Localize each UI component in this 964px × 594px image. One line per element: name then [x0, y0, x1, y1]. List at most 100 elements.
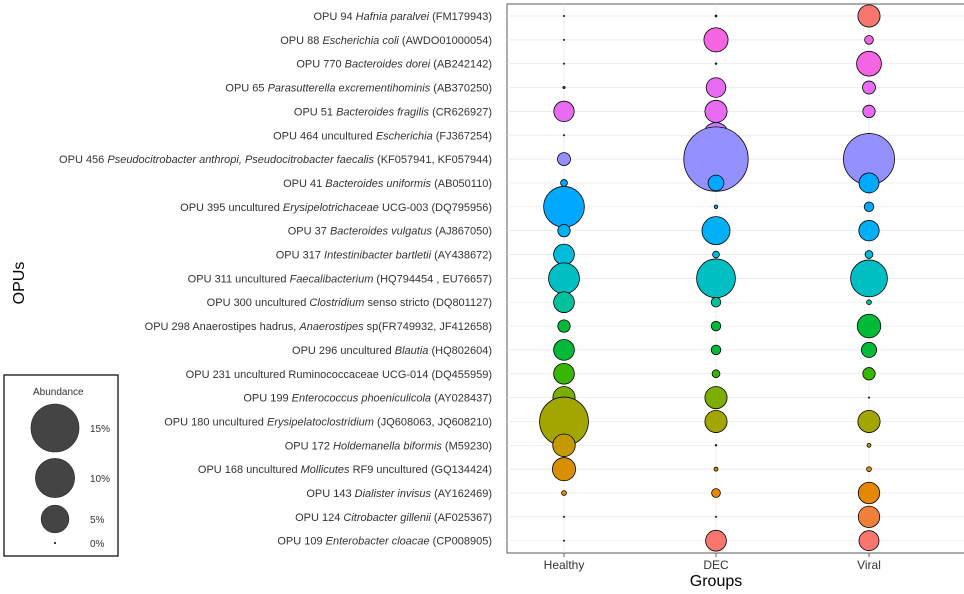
- y-tick-label: OPU 143 Dialister invisus (AY162469): [306, 488, 492, 500]
- y-tick-label: OPU 311 uncultured Faecalibacterium (HQ7…: [188, 273, 492, 285]
- legend-bubble: [30, 403, 80, 453]
- bubble: [711, 488, 721, 498]
- y-tick-label: OPU 168 uncultured Mollicutes RF9 uncult…: [198, 464, 492, 476]
- y-tick-label: OPU 37 Bacteroides vulgatus (AJ867050): [288, 226, 492, 238]
- legend-label: 0%: [90, 539, 105, 550]
- y-tick-label: OPU 199 Enterococcus phoeniculicola (AY0…: [243, 393, 492, 405]
- bubble: [562, 62, 566, 65]
- bubble: [548, 262, 580, 295]
- bubble: [705, 77, 727, 98]
- x-tick-label: Viral: [857, 558, 881, 572]
- y-tick-label: OPU 109 Enterobacter cloacae (CP008905): [277, 536, 492, 548]
- bubble: [704, 409, 728, 433]
- y-tick-labels: OPU 94 Hafnia paralvei (FM179943) OPU 88 …: [59, 11, 492, 548]
- bubble: [553, 291, 575, 313]
- legend: Abundance 15% 10% 5% 0%: [3, 374, 119, 557]
- legend-items: 15% 10% 5% 0%: [30, 403, 110, 550]
- y-tick-label: OPU 298 Anaerostipes hadrus, Anaerostipe…: [145, 321, 492, 333]
- bubble: [713, 466, 719, 472]
- bubble: [856, 313, 882, 339]
- bubble: [857, 481, 881, 505]
- bubble: [562, 14, 566, 18]
- bubble: [557, 319, 571, 333]
- bubble: [862, 80, 876, 95]
- bubble: [714, 62, 718, 65]
- bubble: [704, 386, 728, 410]
- y-tick-label: OPU 51 Bacteroides fragilis (CR626927): [294, 106, 492, 118]
- legend-bubble: [35, 458, 75, 498]
- bubble: [710, 320, 722, 332]
- bubble: [862, 367, 876, 381]
- bubble: [861, 341, 877, 358]
- bubble: [858, 172, 880, 194]
- bubble: [864, 250, 874, 259]
- y-tick-label: OPU 770 Bacteroides dorei (AB242142): [296, 59, 492, 71]
- bubble: [562, 515, 566, 518]
- bubble: [553, 362, 575, 385]
- bubble: [562, 38, 566, 41]
- bubble: [703, 27, 729, 53]
- bubbles: [539, 4, 895, 552]
- bubble: [562, 539, 566, 542]
- bubble: [543, 186, 585, 228]
- y-tick-label: OPU 88 Escherichia coli (AWDO01000054): [280, 35, 492, 47]
- bubble: [705, 529, 727, 552]
- bubble: [557, 224, 571, 238]
- bubble: [553, 339, 575, 361]
- bubble: [714, 14, 718, 18]
- bubble: [562, 134, 566, 137]
- bubble: [858, 220, 880, 242]
- y-tick-label: OPU 124 Citrobacter gillenii (AF025367): [295, 512, 492, 524]
- bubble: [562, 86, 566, 90]
- bubble: [553, 100, 575, 122]
- bubble: [710, 344, 722, 356]
- y-tick-label: OPU 456 Pseudocitrobacter anthropi, Pseu…: [59, 154, 492, 166]
- y-axis-title: OPUs: [11, 262, 28, 305]
- bubble: [857, 505, 881, 528]
- y-tick-label: OPU 231 uncultured Ruminococcaceae UCG-0…: [186, 369, 492, 381]
- x-axis-title: Groups: [690, 573, 742, 590]
- bubble: [866, 299, 872, 306]
- legend-bubble: [53, 541, 57, 545]
- x-tick-label: DEC: [703, 558, 729, 572]
- y-tick-label: OPU 395 uncultured Erysipelotrichaceae U…: [180, 202, 492, 214]
- bubble: [560, 179, 568, 187]
- bubble: [710, 296, 722, 308]
- bubble: [701, 216, 731, 246]
- bubble: [866, 466, 872, 472]
- y-tick-label: OPU 172 Holdemanella biformis (M59230): [285, 440, 492, 452]
- y-tick-label: OPU 296 uncultured Blautia (HQ802604): [292, 345, 492, 357]
- bubble: [866, 442, 872, 448]
- bubble: [867, 396, 871, 399]
- bubble: [856, 50, 882, 77]
- legend-bubble: [40, 504, 70, 534]
- bubble: [552, 433, 576, 457]
- y-tick-label: OPU 180 uncultured Erysipelatoclostridiu…: [164, 416, 492, 428]
- y-tick-label: OPU 65 Parasutterella excrementihominis …: [225, 83, 492, 95]
- bubble: [711, 369, 721, 379]
- bubble: [862, 104, 876, 119]
- y-tick-label: OPU 317 Intestinibacter bartletii (AY438…: [276, 250, 492, 262]
- x-tick-label: Healthy: [544, 558, 585, 572]
- bubble: [714, 515, 718, 518]
- bubble: [850, 259, 888, 298]
- legend-title: Abundance: [33, 387, 84, 398]
- bubble: [857, 4, 881, 28]
- bubble: [553, 243, 575, 266]
- bubble: [557, 152, 571, 167]
- bubble: [864, 35, 874, 45]
- gridlines: [507, 4, 964, 557]
- bubble: [704, 99, 728, 123]
- bubble: [707, 174, 725, 192]
- bubble: [683, 126, 749, 192]
- bubble: [561, 490, 567, 496]
- y-tick-label: OPU 41 Bacteroides uniformis (AB050110): [283, 178, 492, 190]
- bubble: [696, 258, 736, 299]
- bubble: [858, 530, 880, 552]
- bubble: [857, 409, 881, 433]
- x-tick-labels: Healthy DEC Viral: [544, 558, 881, 572]
- y-tick-label: OPU 300 uncultured Clostridium senso str…: [207, 297, 492, 309]
- bubble: [713, 204, 719, 209]
- bubble: [863, 201, 875, 213]
